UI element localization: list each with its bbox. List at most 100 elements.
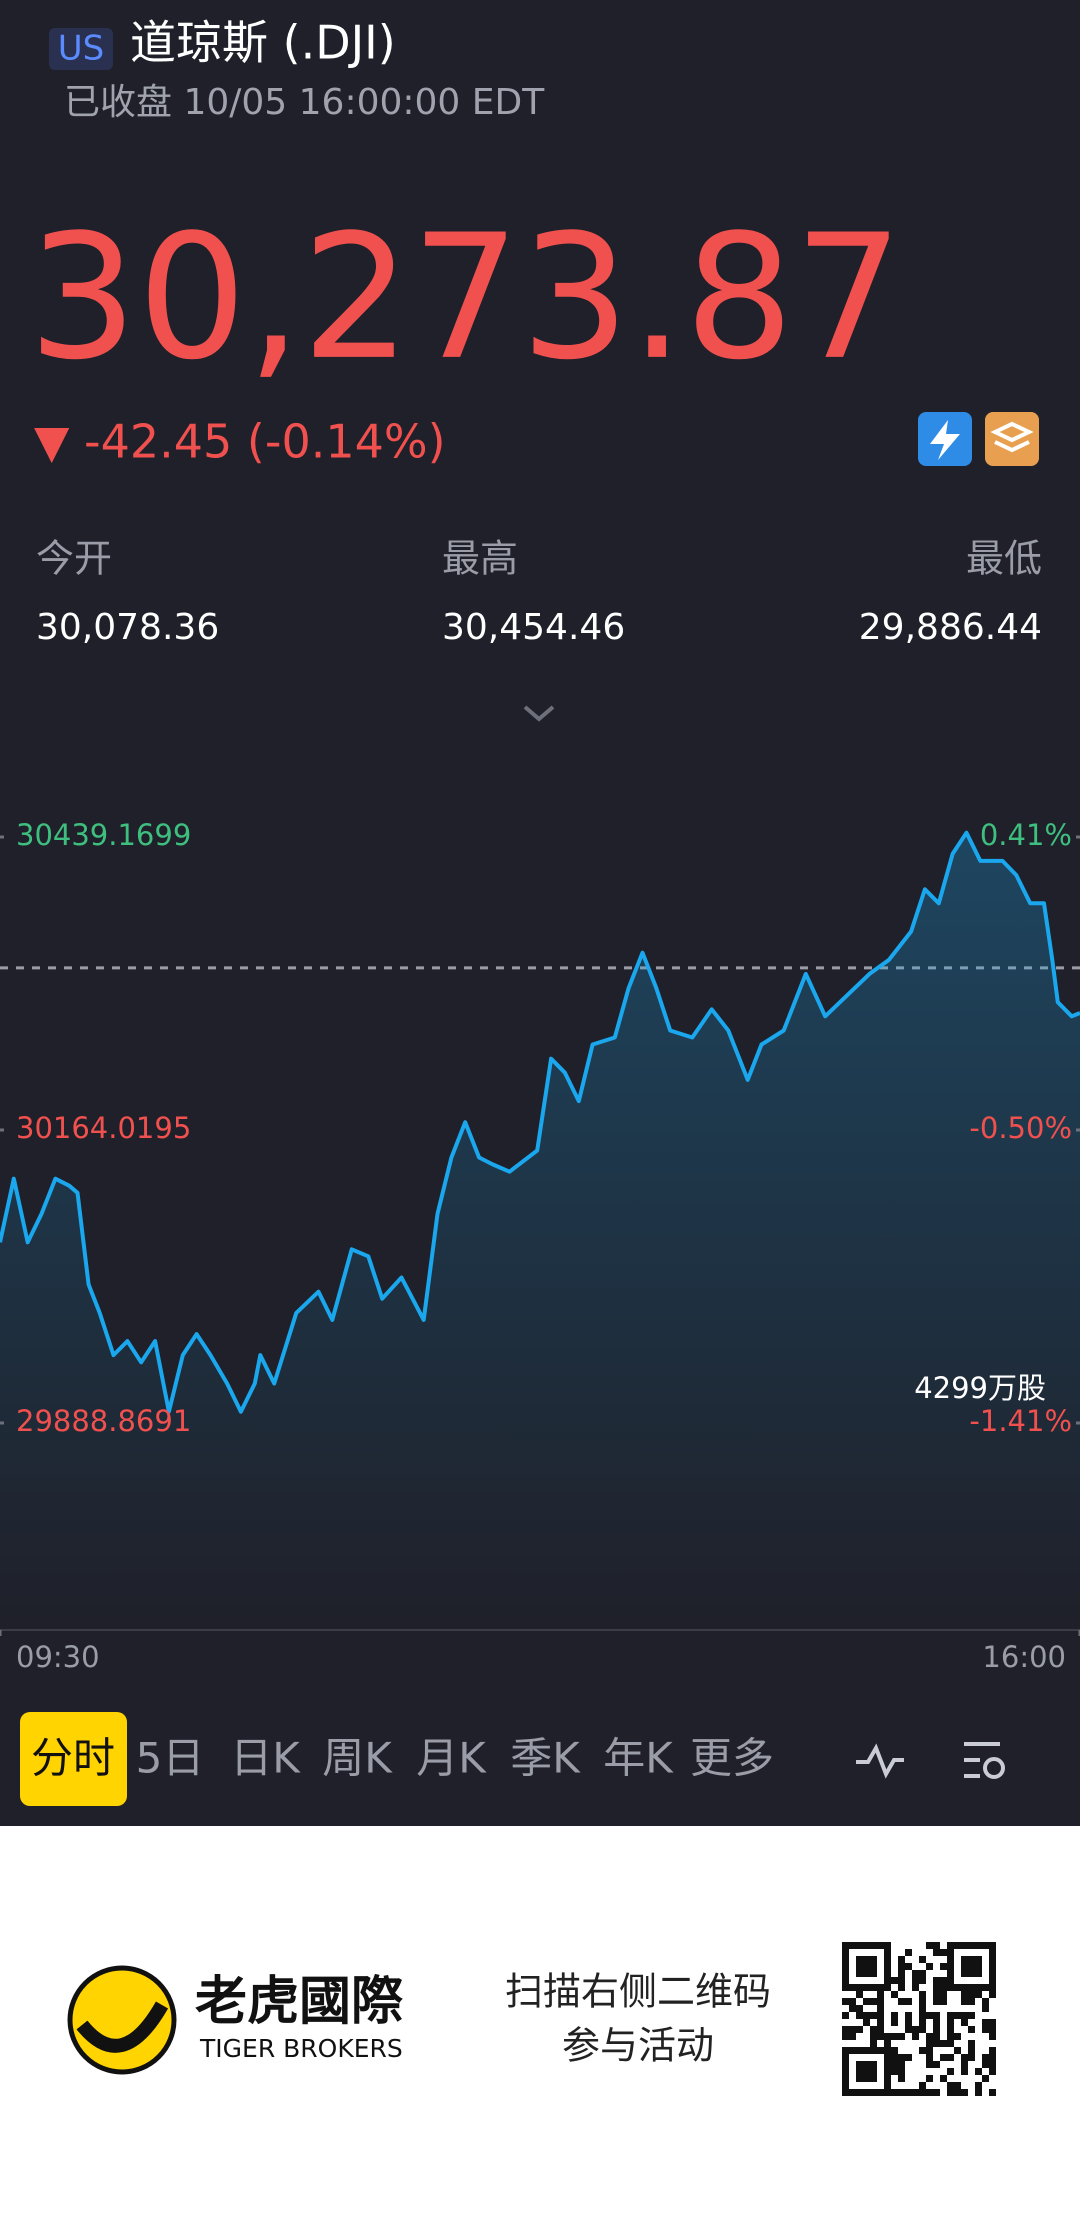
tab[interactable]: 5日 [136,1734,205,1783]
qr-cell [982,1998,989,2005]
qr-cell [891,2089,898,2096]
qr-cell [989,1970,996,1977]
tab[interactable]: 季K [510,1734,581,1783]
qr-cell [975,2082,982,2089]
qr-cell [947,2068,954,2075]
qr-cell [891,2012,898,2019]
qr-cell [856,1956,863,1963]
qr-cell [842,2026,849,2033]
qr-cell [842,1956,849,1963]
tab[interactable]: 更多 [690,1734,774,1783]
qr-cell [947,2019,954,2026]
qr-cell [989,1984,996,1991]
qr-cell [989,1942,996,1949]
qr-cell [961,2061,968,2068]
indicator-icon[interactable] [856,1743,904,1779]
tab[interactable]: 分时 [31,1734,115,1783]
qr-cell [919,1970,926,1977]
tab[interactable]: 周K [322,1734,393,1783]
qr-cell [919,2012,926,2019]
qr-cell [884,2068,891,2075]
price: 30,273.87 [28,197,903,398]
qr-cell [975,1942,982,1949]
qr-cell [905,2012,912,2019]
qr-cell [933,1998,940,2005]
qr-cell [982,2019,989,2026]
qr-cell [940,1977,947,1984]
qr-cell [870,1956,877,1963]
qr-cell [905,1949,912,1956]
qr-cell [947,2082,954,2089]
qr-cell [968,2040,975,2047]
qr-cell [877,1942,884,1949]
stat-value: 30,454.46 [442,607,625,648]
qr-cell [940,2040,947,2047]
qr-cell [863,2047,870,2054]
qr-cell [898,1984,905,1991]
qr-cell [842,2033,849,2040]
qr-cell [849,1942,856,1949]
qr-cell [961,2068,968,2075]
qr-cell [898,1956,905,1963]
qr-cell [989,2068,996,2075]
tab[interactable]: 日K [230,1734,301,1783]
qr-cell [856,2047,863,2054]
tab[interactable]: 年K [603,1734,674,1783]
y2-tick-label: -1.41% [969,1404,1072,1438]
qr-cell [870,2068,877,2075]
qr-cell [863,1956,870,1963]
qr-cell [933,2089,940,2096]
qr-cell [954,2033,961,2040]
qr-cell [919,2082,926,2089]
qr-cell [842,1942,849,1949]
qr-cell [870,1984,877,1991]
qr-cell [940,1963,947,1970]
qr-cell [982,1984,989,1991]
qr-cell [891,2033,898,2040]
settings-icon[interactable] [964,1742,1005,1779]
qr-cell [968,2054,975,2061]
expand-chevron[interactable] [523,705,555,722]
qr-cell [849,1998,856,2005]
qr-cell [842,1977,849,1984]
qr-cell [856,2012,863,2019]
qr-cell [947,2089,954,2096]
qr-cell [947,1984,954,1991]
qr-cell [842,1970,849,1977]
qr-cell [842,2075,849,2082]
qr-cell [968,2047,975,2054]
qr-cell [863,1998,870,2005]
qr-cell [961,1998,968,2005]
qr-cell [842,1949,849,1956]
qr-cell [926,2061,933,2068]
qr-cell [856,2026,863,2033]
qr-cell [947,2040,954,2047]
qr-cell [947,1956,954,1963]
qr-cell [975,1963,982,1970]
y2-tick-label: -0.50% [969,1111,1072,1145]
qr-cell [849,2047,856,2054]
qr-cell [926,2054,933,2061]
qr-cell [982,2075,989,2082]
qr-cell [912,2026,919,2033]
flash-glyph [930,420,960,460]
qr-cell [905,2026,912,2033]
qr-cell [919,2089,926,2096]
qr-cell [947,2054,954,2061]
qr-cell [849,2033,856,2040]
qr-cell [989,1963,996,1970]
qr-cell [961,2089,968,2096]
qr-code [842,1942,998,2098]
qr-cell [968,2026,975,2033]
qr-cell [884,2061,891,2068]
qr-cell [905,1998,912,2005]
tab-active-bg[interactable] [20,1712,127,1806]
qr-cell [989,2026,996,2033]
tab[interactable]: 月K [416,1734,487,1783]
qr-cell [933,2061,940,2068]
qr-cell [919,2005,926,2012]
level-glyph [990,421,1034,453]
qr-cell [870,1942,877,1949]
qr-cell [912,1977,919,1984]
qr-cell [842,2047,849,2054]
